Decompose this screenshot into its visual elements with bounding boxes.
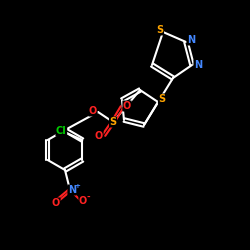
Text: -: - [86, 192, 90, 202]
Text: S: S [110, 117, 116, 127]
Text: S: S [158, 94, 166, 104]
Text: O: O [123, 101, 131, 111]
Text: S: S [156, 25, 164, 35]
Text: O: O [89, 106, 97, 116]
Text: O: O [95, 131, 103, 141]
Text: O: O [52, 198, 60, 208]
Text: Cl: Cl [56, 126, 67, 136]
Text: N: N [187, 35, 195, 45]
Text: O: O [79, 196, 87, 206]
Text: +: + [74, 183, 80, 189]
Text: N: N [68, 185, 76, 195]
Text: N: N [194, 60, 202, 70]
